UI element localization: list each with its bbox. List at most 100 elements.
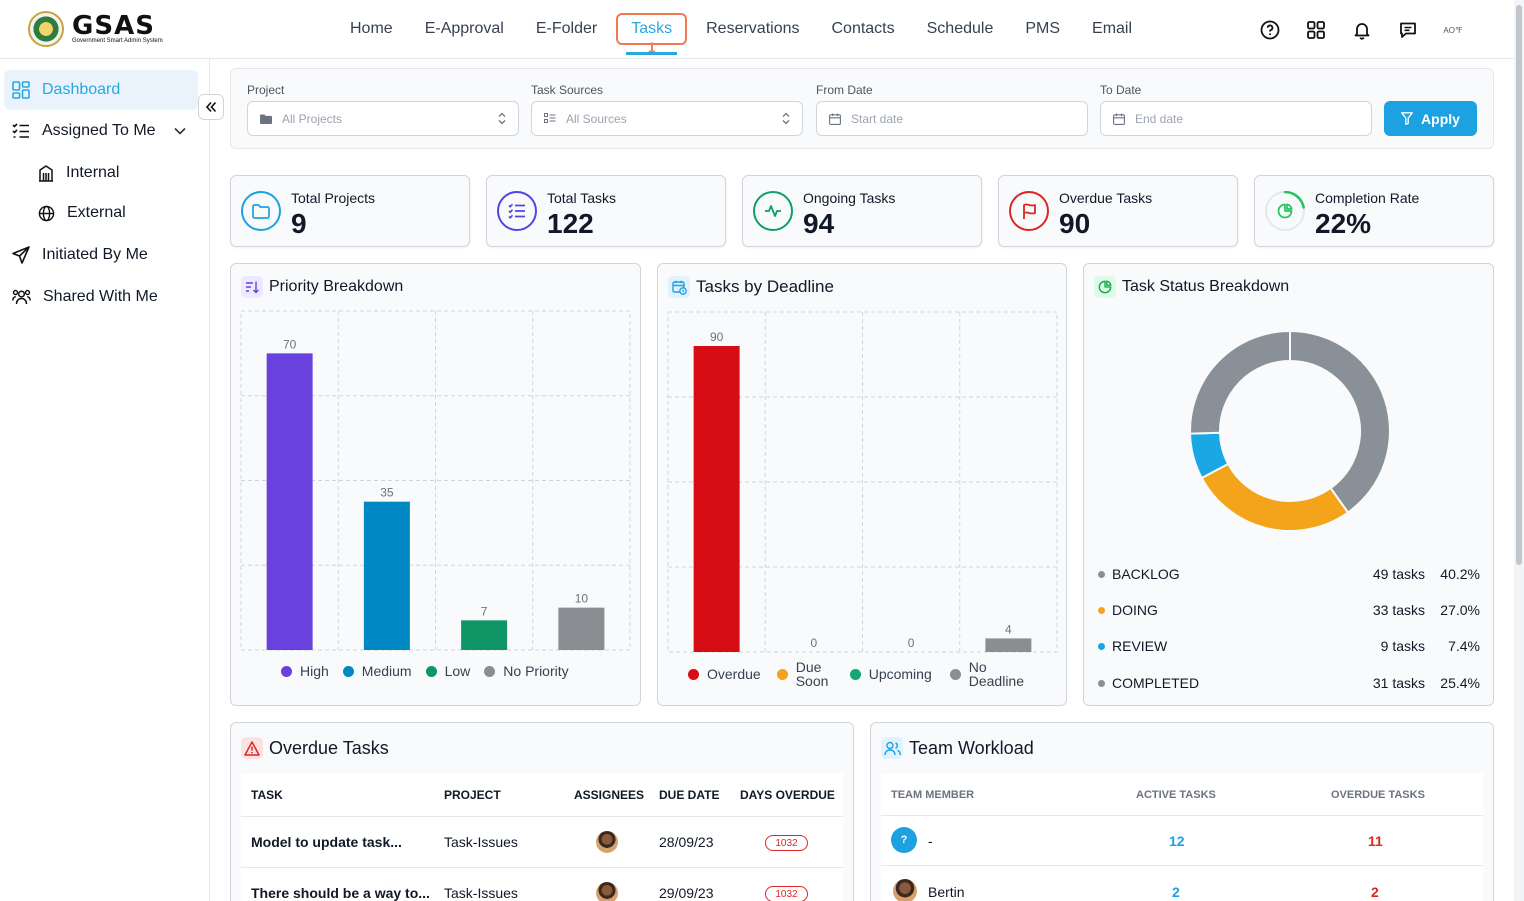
panel-title: Priority Breakdown [269,278,404,295]
project-select[interactable]: All Projects [247,101,519,136]
col-header-assignees[interactable]: ASSIGNEES [574,788,645,802]
task-name[interactable]: Model to update task... [251,834,402,850]
to-date-input[interactable]: End date [1100,101,1372,136]
nav-e-folder[interactable]: E-Folder [535,20,598,37]
stat-label: Completion Rate [1315,190,1420,206]
stat-total-projects: Total Projects 9 [230,175,470,247]
page-scrollbar[interactable] [1514,0,1524,901]
status-row-review: REVIEW 9 tasks 7.4% [1098,636,1480,656]
bar-no-deadline[interactable] [985,638,1032,652]
chevron-down-icon[interactable] [173,127,186,135]
stat-label: Total Projects [291,190,376,206]
donut-slice-completed[interactable] [1189,329,1291,435]
legend-item-due-soon[interactable]: Due Soon [776,660,832,688]
assignee-avatar[interactable] [596,831,618,853]
legend-item-no-deadline[interactable]: No Deadline [949,660,1029,688]
overdue-task-count[interactable]: 11 [1368,833,1383,849]
from-date-placeholder: Start date [851,111,904,126]
panel-title: Task Status Breakdown [1122,278,1290,295]
status-label: REVIEW [1112,638,1168,654]
nav-contacts[interactable]: Contacts [831,20,895,37]
col-header-active-tasks[interactable]: ACTIVE TASKS [1136,789,1216,801]
nav-reservations[interactable]: Reservations [706,20,800,37]
data-label-high: 70 [283,337,297,351]
dashboard-icon [12,81,30,99]
panel-title: Team Workload [909,737,1034,758]
bar-no-priority[interactable] [558,607,605,650]
overdue-task-count[interactable]: 2 [1371,884,1379,900]
col-header-task[interactable]: TASK [251,788,283,802]
legend-item-low[interactable]: Low [425,663,470,679]
users-icon [12,289,31,305]
overdue-tasks-panel: Overdue Tasks TASK PROJECT ASSIGNEES DUE… [230,722,854,901]
legend-item-upcoming[interactable]: Upcoming [849,666,932,682]
nav-email[interactable]: Email [1092,20,1133,37]
stat-value: 22% [1315,208,1372,239]
donut-slice-doing[interactable] [1200,462,1350,532]
legend-item-no-priority[interactable]: No Priority [484,663,569,679]
sidebar-item-dashboard[interactable]: Dashboard [4,70,198,110]
nav-home[interactable]: Home [350,20,393,37]
member-avatar[interactable] [893,879,917,901]
scrollbar-thumb[interactable] [1516,5,1522,565]
sidebar-item-label: Shared With Me [43,288,158,305]
task-due-date: 28/09/23 [659,834,714,850]
legend-item-medium[interactable]: Medium [342,663,412,679]
apply-button[interactable]: Apply [1384,101,1477,136]
active-task-count[interactable]: 2 [1172,884,1180,900]
progress-ring-icon [1265,191,1305,231]
nav-tasks[interactable]: Tasks 1 [616,13,688,55]
active-task-count[interactable]: 12 [1169,833,1185,849]
assignee-avatar[interactable] [596,882,618,901]
bar-high[interactable] [266,353,313,650]
collapse-sidebar-button[interactable] [198,94,224,120]
task-name[interactable]: There should be a way to... [251,885,430,901]
sidebar-item-external[interactable]: External [38,204,126,222]
col-header-overdue-tasks[interactable]: OVERDUE TASKS [1331,789,1425,801]
help-icon[interactable] [1254,14,1286,46]
sidebar-item-shared-with-me[interactable]: Shared With Me [12,288,158,306]
sources-list-icon [544,113,556,123]
sort-priority-icon [241,276,263,298]
sidebar-item-internal[interactable]: Internal [38,164,119,182]
member-avatar[interactable]: ? [891,827,917,853]
header-actions: AO℉ [1254,14,1468,46]
pie-chart-icon [1094,276,1116,298]
status-label: DOING [1112,602,1158,618]
nav-e-approval[interactable]: E-Approval [424,20,504,37]
donut-slice-backlog[interactable] [1289,329,1391,514]
project-filter-label: Project [247,83,285,97]
legend-item-high[interactable]: High [281,663,329,679]
calendar-icon [829,113,841,125]
apps-grid-icon[interactable] [1300,14,1332,46]
bar-medium[interactable] [363,501,410,650]
panel-title: Overdue Tasks [269,737,389,758]
nav-pms[interactable]: PMS [1025,20,1061,37]
bar-overdue[interactable] [693,346,740,652]
status-count: 31 tasks [1372,675,1425,691]
task-sources-select[interactable]: All Sources [531,101,803,136]
nav-schedule[interactable]: Schedule [926,20,994,37]
sidebar-item-assigned-to-me[interactable]: Assigned To Me [12,122,198,140]
sidebar-item-initiated-by-me[interactable]: Initiated By Me [12,246,148,264]
status-percent: 40.2% [1440,566,1480,582]
project-select-value: All Projects [282,111,343,126]
member-name: - [928,833,933,849]
user-avatar[interactable]: AO℉ [1443,25,1463,35]
stat-completion-rate: Completion Rate 22% [1254,175,1494,247]
from-date-input[interactable]: Start date [816,101,1088,136]
folder-icon [241,191,281,231]
col-header-team-member[interactable]: TEAM MEMBER [891,789,975,801]
globe-icon [38,205,55,221]
bar-low[interactable] [461,620,508,650]
col-header-project[interactable]: PROJECT [444,788,501,802]
member-name: Bertin [928,884,965,900]
gsas-logo[interactable]: GSAS Government Smart Admin System [28,11,163,47]
col-header-due-date[interactable]: DUE DATE [659,788,720,802]
bell-icon[interactable] [1346,14,1378,46]
col-header-days-overdue[interactable]: DAYS OVERDUE [740,788,835,802]
chat-icon[interactable] [1392,14,1424,46]
active-tab-indicator [626,52,678,55]
legend-item-overdue[interactable]: Overdue [688,666,761,682]
tasks-by-deadline-panel: Tasks by Deadline 90 0 0 4 Overdue Due Soon… [657,263,1067,706]
